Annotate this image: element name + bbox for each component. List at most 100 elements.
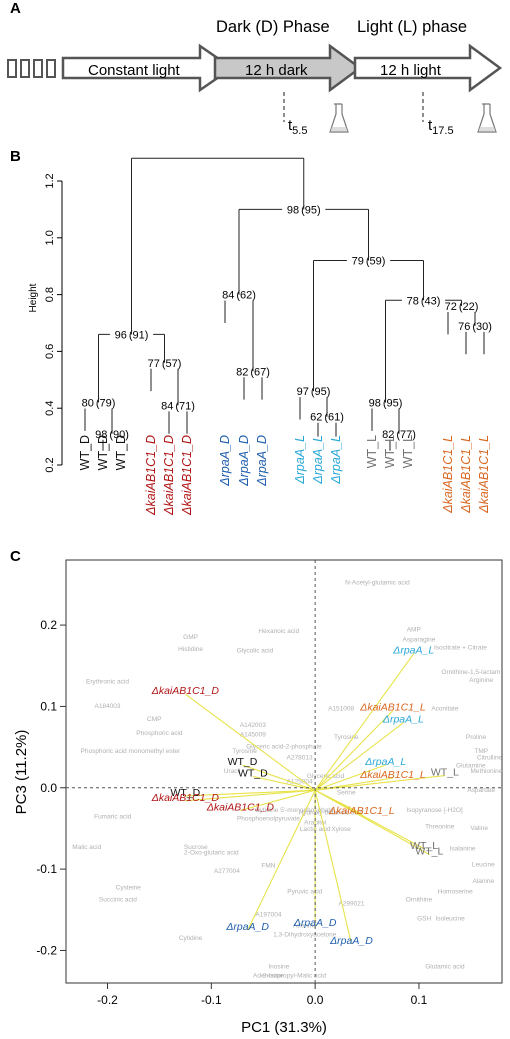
- variable-label: 2-Oxo-glutaric acid: [184, 849, 239, 856]
- variable-label: Ornithine: [406, 897, 433, 904]
- variable-label: Fumaric acid: [94, 814, 132, 821]
- variable-label: Arginine: [469, 677, 493, 684]
- dendro-tick-label: 0.8: [44, 287, 56, 302]
- loading-arrow: [247, 789, 316, 931]
- light-phase-arrow: [353, 43, 503, 93]
- variable-label: Isoleucine: [435, 915, 465, 922]
- variable-label: Adenine: [293, 923, 317, 930]
- dendro-leaf-label: ΔrpaA_L: [311, 435, 325, 485]
- bootstrap-label: 82 (77): [382, 429, 416, 441]
- variable-label: Ornithine-1,5-lactam: [441, 669, 500, 676]
- biplot-x-tick-label: -0.2: [97, 993, 118, 1007]
- loading-arrow: [314, 722, 404, 791]
- dark-phase-arrow: [213, 43, 363, 93]
- dendro-leaf-label: ΔkaiAB1C1_L: [459, 435, 473, 514]
- variable-label: AMP: [407, 627, 421, 634]
- sample-label: WT_L: [410, 840, 438, 852]
- bootstrap-label: 77 (57): [148, 358, 182, 370]
- sample-label: ΔrpaA_L: [392, 645, 434, 657]
- dendro-leaf-label: ΔrpaA_L: [329, 435, 343, 485]
- variable-label: Hexanoic acid: [258, 628, 299, 635]
- dendrogram-chart: 0.2 0.4 0.6 0.8 1.0 1.2 98 (90) 80 (79) 84 (71) 77(…: [28, 157, 497, 516]
- variable-label: Glutamic acid: [425, 963, 465, 970]
- variable-label: A278013: [287, 754, 313, 761]
- variable-label: N-Acetyl-glutamic acid: [345, 579, 410, 586]
- loading-arrow: [314, 710, 394, 791]
- bootstrap-label: 97 (95): [297, 386, 331, 398]
- biplot-y-tick-label: 0.1: [40, 699, 57, 713]
- sample-label: WT_D: [171, 787, 201, 799]
- dendro-leaf-label: ΔkaiAB1C1_D: [180, 435, 194, 516]
- variable-label: Adenosine: [253, 972, 284, 979]
- sample-label: ΔrpaA_D: [293, 917, 337, 929]
- biplot-x-tick-label: -0.1: [201, 993, 222, 1007]
- bootstrap-label: 82 (67): [236, 366, 270, 378]
- variable-label: Sucrose: [184, 844, 208, 851]
- biplot-sample-labels: ΔrpaA_LΔkaiAB1C1_LΔrpaA_LΔrpaA_LΔkaiAB1C…: [151, 645, 459, 947]
- bootstrap-label: 98 (90): [95, 429, 129, 441]
- biplot-y-tick-label: 0.2: [40, 618, 57, 632]
- bootstrap-label-bg: [142, 356, 187, 369]
- variable-label: TMP: [474, 748, 488, 755]
- variable-label: Isalanine: [450, 845, 476, 852]
- variable-label: Pyruvic acid: [287, 889, 322, 896]
- bootstrap-label: 98 (95): [287, 204, 321, 216]
- biplot-loading-arrows: [185, 653, 445, 945]
- variable-label: GMP: [183, 634, 198, 641]
- variable-label: 2-Isopropyl-Malic acid: [263, 972, 327, 979]
- variable-label: Hydroxy-butanoic acid: [299, 810, 364, 817]
- sample-label: ΔrpaA_D: [225, 921, 269, 933]
- t55-label: t5.5: [288, 117, 307, 137]
- biplot-y-tick-label: -0.2: [36, 943, 57, 957]
- dendro-leaf-label: ΔkaiAB1C1_L: [441, 435, 455, 514]
- bootstrap-label-bg: [363, 396, 408, 409]
- variable-label: Cysteine: [116, 884, 142, 891]
- biplot-frame: [65, 559, 503, 984]
- sample-label: ΔrpaA_L: [364, 756, 406, 768]
- t175-label: t17.5: [428, 117, 454, 137]
- variable-label: Isopyranose [-H2O]: [406, 807, 463, 814]
- loading-arrow: [314, 790, 353, 945]
- biplot-xlabel: PC1 (31.3%): [241, 1019, 327, 1036]
- bootstrap-label: 80 (79): [82, 398, 116, 410]
- variable-label: A277004: [214, 868, 240, 875]
- variable-label: Serine: [337, 789, 356, 796]
- bootstrap-label-bg: [76, 396, 121, 409]
- variable-label: Cytidine 5'-monophosphate: [255, 807, 334, 814]
- variable-label: Phosphoenolpyruvate: [237, 815, 300, 822]
- light-box-label: 12 h light: [380, 62, 442, 79]
- loading-arrow: [242, 764, 316, 791]
- loading-arrow: [185, 693, 316, 791]
- panel-b-letter: B: [10, 148, 21, 165]
- bootstrap-label: 78 (43): [407, 295, 441, 307]
- bootstrap-label: 62 (61): [310, 412, 344, 424]
- loading-arrow: [252, 775, 316, 791]
- loading-arrow: [314, 764, 386, 791]
- variable-label: 1,3-Dihydroxyacetone: [273, 932, 337, 939]
- loading-arrow: [185, 789, 316, 802]
- sample-label: ΔkaiAB1C1_L: [328, 805, 395, 817]
- sample-label: WT_L: [431, 767, 459, 779]
- variable-label: Citrulline: [477, 754, 503, 761]
- dendrogram-leaf-labels: WT_D WT_D WT_D ΔkaiAB1C1_D ΔkaiAB1C1_D ΔkaiAB…: [78, 435, 491, 516]
- variable-label: A151008: [328, 705, 354, 712]
- variable-label: Xylose: [331, 826, 351, 833]
- biplot-x-tick-label: 0.0: [307, 993, 324, 1007]
- dendro-leaf-label: WT_L: [383, 435, 397, 468]
- dendro-leaf-label: ΔrpaA_D: [237, 435, 251, 487]
- variable-label: GSH: [417, 915, 431, 922]
- bootstrap-label: 84 (62): [222, 290, 256, 302]
- sample-label: ΔkaiAB1C1_D: [151, 685, 220, 697]
- variable-label: Aconitate: [431, 705, 458, 712]
- variable-label: A142003: [240, 722, 266, 729]
- biplot-y-tick-label: -0.1: [36, 862, 57, 876]
- dendro-leaf-label: ΔkaiAB1C1_D: [162, 435, 176, 516]
- variable-label: Erythronic acid: [86, 679, 129, 686]
- loading-arrow: [315, 777, 394, 791]
- biplot-ylabel: PC3 (11.2%): [13, 730, 30, 815]
- timeline-diagram: Constant light 12 h dark 12 h light Dark…: [7, 18, 503, 137]
- variable-label: Inosine: [268, 963, 289, 970]
- variable-label: Glycolic acid: [237, 648, 274, 655]
- variable-label: Uracil: [224, 768, 241, 775]
- variable-label: Glutamine: [456, 762, 486, 769]
